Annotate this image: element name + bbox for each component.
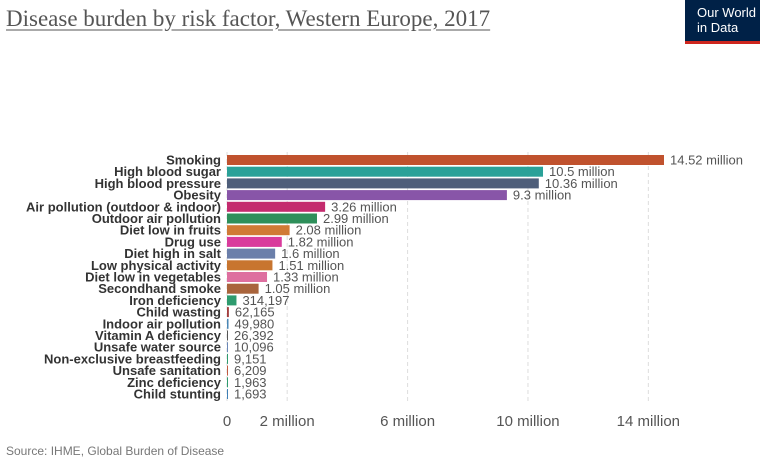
bar-row[interactable]: Indoor air pollution 49,980: [103, 316, 275, 331]
bar[interactable]: [227, 213, 317, 224]
bar[interactable]: [227, 178, 539, 189]
bar-row[interactable]: Iron deficiency 314,197: [129, 293, 289, 308]
category-label: Air pollution (outdoor & indoor): [26, 199, 221, 214]
bar-row[interactable]: Secondhand smoke 1.05 million: [98, 281, 330, 296]
value-label: 9.3 million: [513, 188, 572, 203]
value-label: 1.6 million: [281, 246, 340, 261]
category-label: Diet high in salt: [124, 246, 221, 261]
bar[interactable]: [227, 190, 507, 201]
bar-row[interactable]: Low physical activity 1.51 million: [91, 258, 344, 273]
bar[interactable]: [227, 236, 282, 247]
bar[interactable]: [227, 377, 228, 388]
bar[interactable]: [227, 365, 228, 376]
bar-row[interactable]: Outdoor air pollution 2.99 million: [92, 211, 389, 226]
value-label: 1,963: [234, 375, 267, 390]
category-label: Zinc deficiency: [127, 375, 222, 390]
value-label: 1.33 million: [273, 270, 339, 285]
bar[interactable]: [227, 283, 259, 294]
category-label: High blood pressure: [95, 176, 221, 191]
x-tick-label: 10 million: [496, 413, 559, 430]
bar-row[interactable]: Child wasting 62,165: [137, 305, 275, 320]
category-label: Child stunting: [134, 387, 221, 402]
bar[interactable]: [227, 155, 664, 165]
bar[interactable]: [227, 248, 276, 259]
category-label: Vitamin A deficiency: [95, 328, 222, 343]
bar-row[interactable]: Diet high in salt 1.6 million: [124, 246, 339, 261]
category-label: Iron deficiency: [129, 293, 222, 308]
bar[interactable]: [227, 318, 229, 329]
bar-row[interactable]: Drug use 1.82 million: [165, 234, 354, 249]
category-label: Outdoor air pollution: [92, 211, 221, 226]
value-label: 1,693: [234, 387, 267, 402]
value-label: 1.51 million: [278, 258, 344, 273]
value-label: 2.08 million: [296, 223, 362, 238]
value-label: 10,096: [234, 340, 274, 355]
bar[interactable]: [227, 307, 229, 318]
category-label: Non-exclusive breastfeeding: [44, 351, 221, 366]
bar[interactable]: [227, 295, 237, 306]
value-label: 1.82 million: [288, 234, 354, 249]
source-note: Source: IHME, Global Burden of Disease: [6, 444, 225, 458]
value-label: 6,209: [234, 363, 267, 378]
category-label: Secondhand smoke: [98, 281, 221, 296]
x-tick-label: 2 million: [260, 413, 315, 430]
bar[interactable]: [227, 225, 290, 236]
bar-row[interactable]: High blood sugar 10.5 million: [114, 164, 615, 179]
bar[interactable]: [227, 272, 268, 282]
value-label: 10.36 million: [545, 176, 618, 191]
x-tick-label: 14 million: [617, 413, 680, 430]
category-label: High blood sugar: [114, 164, 221, 179]
bars: Smoking 14.52 million High blood sugar 10.5…: [26, 153, 743, 402]
chart-title: Disease burden by risk factor, Western E…: [6, 6, 491, 31]
category-label: Low physical activity: [91, 258, 222, 273]
bar-row[interactable]: Air pollution (outdoor & indoor) 3.26 mil…: [26, 199, 397, 214]
category-label: Child wasting: [137, 305, 222, 320]
bar-row[interactable]: Diet low in fruits 2.08 million: [120, 223, 361, 238]
x-tick-label: 6 million: [380, 413, 435, 430]
bar-row[interactable]: High blood pressure 10.36 million: [95, 176, 618, 191]
bar-row[interactable]: Unsafe sanitation 6,209: [113, 363, 267, 378]
logo-line-2: in Data: [697, 20, 739, 35]
category-label: Diet low in fruits: [120, 223, 221, 238]
value-label: 9,151: [234, 351, 267, 366]
x-tick-label: 0: [223, 413, 231, 430]
value-label: 10.5 million: [549, 164, 615, 179]
value-label: 2.99 million: [323, 211, 389, 226]
bar[interactable]: [227, 353, 228, 364]
category-label: Drug use: [165, 234, 221, 249]
logo-line-1: Our World: [697, 5, 756, 20]
category-label: Unsafe water source: [94, 340, 221, 355]
value-label: 1.05 million: [265, 281, 331, 296]
category-label: Obesity: [173, 188, 221, 203]
category-label: Smoking: [166, 153, 221, 168]
category-label: Unsafe sanitation: [113, 363, 221, 378]
category-label: Diet low in vegetables: [85, 270, 221, 285]
value-label: 26,392: [234, 328, 274, 343]
bar[interactable]: [227, 389, 228, 399]
bar-row[interactable]: Vitamin A deficiency 26,392: [95, 328, 274, 343]
value-label: 3.26 million: [331, 199, 397, 214]
value-label: 62,165: [235, 305, 275, 320]
bar[interactable]: [227, 260, 273, 271]
bar-row[interactable]: Zinc deficiency 1,963: [127, 375, 266, 390]
bar-row[interactable]: Unsafe water source 10,096: [94, 340, 274, 355]
bar[interactable]: [227, 330, 228, 341]
value-label: 49,980: [235, 316, 275, 331]
bar[interactable]: [227, 342, 228, 353]
bar[interactable]: [227, 201, 326, 212]
bar-row[interactable]: Diet low in vegetables 1.33 million: [85, 270, 339, 285]
value-label: 14.52 million: [670, 153, 743, 168]
owid-logo[interactable]: Our World in Data: [685, 0, 760, 44]
bar-row[interactable]: Obesity 9.3 million: [173, 188, 571, 203]
bar-row[interactable]: Non-exclusive breastfeeding 9,151: [44, 351, 267, 366]
bar-row[interactable]: Child stunting 1,693: [134, 387, 267, 402]
category-label: Indoor air pollution: [103, 316, 221, 331]
value-label: 314,197: [242, 293, 289, 308]
bar[interactable]: [227, 166, 544, 177]
x-axis-ticks: 0 2 million 6 million 10 million 14 million: [223, 413, 680, 430]
bar-row[interactable]: Smoking 14.52 million: [166, 153, 743, 168]
